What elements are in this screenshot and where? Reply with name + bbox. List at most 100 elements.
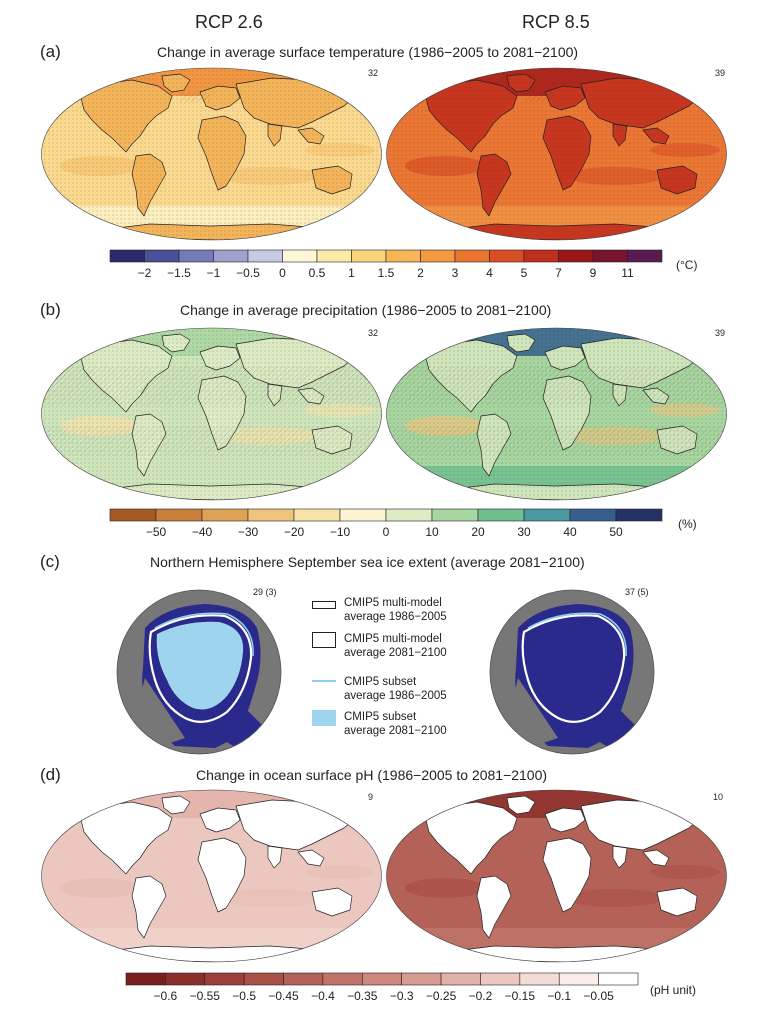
- colorbar-tick-label: 1.5: [378, 266, 395, 280]
- panel-c-title: Northern Hemisphere September sea ice ex…: [150, 554, 585, 570]
- colorbar-swatch: [109, 249, 145, 263]
- panel-a-colorbar-unit: (°C): [676, 258, 698, 272]
- panel-b-label: (b): [40, 300, 61, 319]
- legend-swatch-subset-2081: [312, 710, 336, 726]
- panel-c-label: (c): [40, 552, 60, 571]
- map-fill: [386, 328, 727, 500]
- continent-india: [612, 845, 628, 869]
- continent-europe: [199, 807, 241, 833]
- colorbar-tick-label: 11: [621, 266, 634, 280]
- continent-northAmerica: [424, 801, 518, 875]
- colorbar-swatch: [283, 972, 324, 986]
- colorbar-swatch: [293, 508, 341, 522]
- continent-india: [267, 845, 283, 869]
- colorbar-tick-label: −0.6: [154, 989, 178, 1003]
- colorbar-tick-label: −1.5: [167, 266, 191, 280]
- colorbar-swatch: [420, 249, 456, 263]
- colorbar-tick-label: −0.5: [236, 266, 260, 280]
- panel-d-map-left: [41, 789, 382, 963]
- colorbar-tick-label: −2: [138, 266, 152, 280]
- colorbar-tick-label: 3: [452, 266, 459, 280]
- scenario-left-heading: RCP 2.6: [195, 12, 263, 32]
- continent-africa: [542, 837, 592, 913]
- colorbar-swatch: [627, 249, 663, 263]
- colorbar-swatch: [385, 249, 421, 263]
- colorbar-tick-label: 40: [563, 525, 577, 539]
- ice-edge-1986: [521, 614, 626, 723]
- colorbar-swatch: [592, 249, 628, 263]
- colorbar-swatch: [615, 508, 663, 522]
- colorbar-swatch: [598, 972, 639, 986]
- continent-australia: [311, 887, 353, 917]
- panel-d-colorbar-unit: (pH unit): [650, 983, 697, 997]
- colorbar-swatch: [213, 249, 249, 263]
- panel-a-count-right: 39: [715, 68, 726, 78]
- colorbar-swatch: [480, 972, 521, 986]
- colorbar-swatch: [523, 249, 559, 263]
- colorbar-tick-label: −0.1: [547, 989, 571, 1003]
- colorbar-tick-label: −0.3: [390, 989, 414, 1003]
- ice-edge-1986: [148, 614, 253, 723]
- colorbar-swatch: [322, 972, 363, 986]
- colorbar-swatch: [558, 972, 599, 986]
- sea-ice-extent: [156, 621, 244, 710]
- map-fill: [41, 328, 382, 500]
- sea-ice-map-right: [489, 589, 655, 755]
- colorbar-tick-label: 10: [425, 525, 439, 539]
- colorbar-swatch: [247, 508, 295, 522]
- panel-a-map-right: [386, 67, 727, 241]
- colorbar-swatch: [519, 972, 560, 986]
- panel-b-colorbar-unit: (%): [678, 517, 697, 531]
- colorbar-tick-label: 30: [517, 525, 531, 539]
- colorbar-tick-label: −0.55: [190, 989, 221, 1003]
- continent-greenland: [161, 795, 191, 815]
- panel-d-count-left: 9: [368, 792, 374, 802]
- colorbar-tick-label: 2: [417, 266, 424, 280]
- panel-a-title: Change in average surface temperature (1…: [157, 44, 579, 60]
- colorbar-graphic: −0.6 −0.55 −0.5 −0.45 −0.4 −0.35 −0.3 −0.25 −0.2…: [125, 972, 639, 1003]
- panel-a-map-left: [41, 67, 382, 241]
- panel-d-label: (d): [40, 765, 61, 784]
- colorbar-swatch: [243, 972, 284, 986]
- colorbar-tick-label: −0.5: [232, 989, 256, 1003]
- colorbar-swatch: [165, 972, 206, 986]
- panel-c-count-right: 37 (5): [625, 587, 649, 597]
- colorbar-tick-label: −10: [330, 525, 351, 539]
- colorbar-swatch: [558, 249, 594, 263]
- colorbar-swatch: [362, 972, 402, 986]
- colorbar-swatch: [454, 249, 490, 263]
- panel-b-count-left: 32: [368, 328, 379, 338]
- colorbar-tick-label: −50: [146, 525, 167, 539]
- panel-d-count-right: 10: [713, 792, 724, 802]
- colorbar-swatch: [201, 508, 249, 522]
- continent-seAsia: [297, 849, 325, 867]
- colorbar-swatch: [523, 508, 571, 522]
- legend-text-subset-2081: CMIP5 subset average 2081−2100: [344, 711, 447, 737]
- colorbar-tick-label: −0.15: [505, 989, 536, 1003]
- colorbar-tick-label: 20: [471, 525, 485, 539]
- legend-swatch-subset-1986: [312, 680, 336, 682]
- colorbar-tick-label: 9: [590, 266, 597, 280]
- legend-swatch-mm-2081: [312, 632, 336, 648]
- colorbar-swatch: [351, 249, 387, 263]
- map-fill: [41, 68, 382, 240]
- colorbar-tick-label: −40: [192, 525, 213, 539]
- panel-c-count-left: 29 (3): [253, 587, 277, 597]
- colorbar-tick-label: 0: [383, 525, 390, 539]
- panel-a-count-left: 32: [368, 68, 379, 78]
- colorbar-swatch: [155, 508, 203, 522]
- colorbar-swatch: [178, 249, 214, 263]
- colorbar-tick-label: 4: [486, 266, 493, 280]
- panel-b-title: Change in average precipitation (1986−20…: [180, 302, 552, 318]
- colorbar-graphic: −2 −1.5 −1 −0.5 0 0.5 1 1.5 2 3 4 5 7 9 11: [109, 249, 663, 280]
- colorbar-tick-label: −1: [207, 266, 221, 280]
- legend-text-mm-1986: CMIP5 multi-model average 1986−2005: [344, 597, 447, 623]
- colorbar-tick-label: −0.05: [583, 989, 614, 1003]
- legend-text-subset-1986: CMIP5 subset average 1986−2005: [344, 676, 447, 702]
- continent-southAmerica: [131, 875, 167, 939]
- colorbar-swatch: [247, 249, 283, 263]
- colorbar-tick-label: −30: [238, 525, 259, 539]
- colorbar-swatch: [440, 972, 481, 986]
- panel-b-map-left: [41, 327, 382, 501]
- continent-antarctica: [444, 945, 668, 962]
